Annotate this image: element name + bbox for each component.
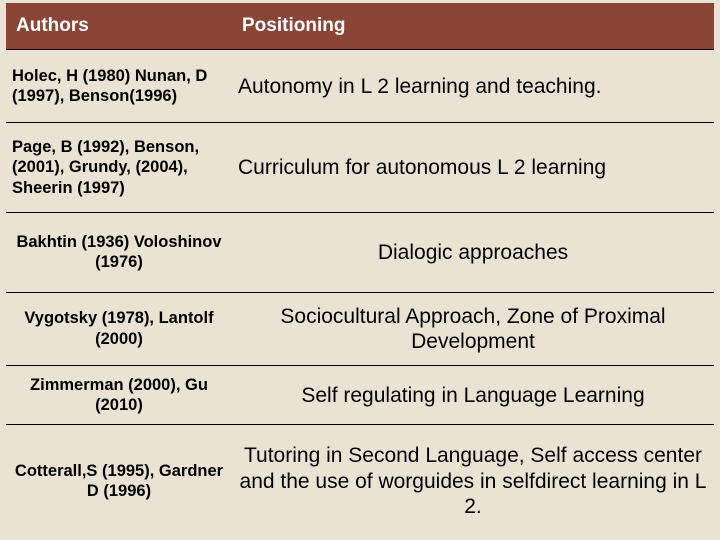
position-cell: Tutoring in Second Language, Self access… <box>232 425 714 537</box>
table-row: Page, B (1992), Benson, (2001), Grundy, … <box>6 123 714 213</box>
table-row: Cotterall,S (1995), Gardner D (1996) Tut… <box>6 425 714 537</box>
table-row: Holec, H (1980) Nunan, D (1997), Benson(… <box>6 50 714 123</box>
table-row: Zimmerman (2000), Gu (2010) Self regulat… <box>6 365 714 424</box>
position-cell: Sociocultural Approach, Zone of Proximal… <box>232 292 714 365</box>
authors-cell: Bakhtin (1936) Voloshinov (1976) <box>6 213 232 293</box>
table-row: Vygotsky (1978), Lantolf (2000) Sociocul… <box>6 292 714 365</box>
position-cell: Dialogic approaches <box>232 213 714 293</box>
table-header-row: Authors Positioning <box>6 3 714 50</box>
authors-cell: Cotterall,S (1995), Gardner D (1996) <box>6 425 232 537</box>
position-cell: Curriculum for autonomous L 2 learning <box>232 123 714 213</box>
header-positioning: Positioning <box>232 3 714 50</box>
position-cell: Self regulating in Language Learning <box>232 365 714 424</box>
header-authors: Authors <box>6 3 232 50</box>
authors-cell: Page, B (1992), Benson, (2001), Grundy, … <box>6 123 232 213</box>
position-cell: Autonomy in L 2 learning and teaching. <box>232 50 714 123</box>
authors-cell: Zimmerman (2000), Gu (2010) <box>6 365 232 424</box>
authors-cell: Holec, H (1980) Nunan, D (1997), Benson(… <box>6 50 232 123</box>
authors-positioning-table: Authors Positioning Holec, H (1980) Nuna… <box>6 3 714 537</box>
table-row: Bakhtin (1936) Voloshinov (1976) Dialogi… <box>6 213 714 293</box>
authors-cell: Vygotsky (1978), Lantolf (2000) <box>6 292 232 365</box>
